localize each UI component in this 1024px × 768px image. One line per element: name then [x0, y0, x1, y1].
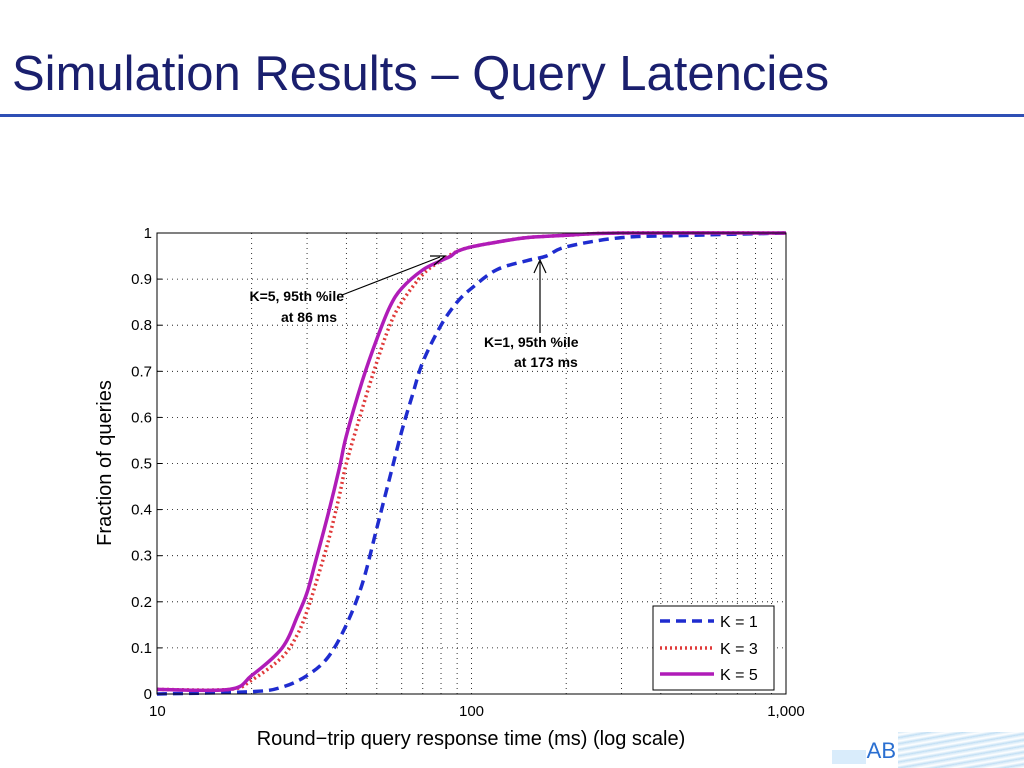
y-tick-label: 1 — [144, 225, 152, 242]
y-tick-label: 0.1 — [131, 640, 152, 657]
annotation-k5-arrowhead — [430, 255, 447, 266]
y-tick-label: 0.5 — [131, 456, 152, 473]
y-tick-label: 0.7 — [131, 363, 152, 380]
axis-ticks: 0 0.1 0.2 0.3 0.4 0.5 0.6 0.7 0.8 0.9 1 10 100 1,000 — [131, 225, 805, 720]
annotation-k1-arrowhead — [533, 258, 547, 274]
y-tick-label: 0.2 — [131, 594, 152, 611]
series-k1-line — [156, 231, 787, 696]
title-divider — [0, 114, 1024, 117]
y-axis-label: Fraction of queries — [94, 380, 116, 546]
y-tick-label: 0.6 — [131, 409, 152, 426]
series-lines — [156, 231, 787, 696]
legend-label-k3: K = 3 — [720, 641, 758, 658]
y-tick-label: 0 — [144, 686, 152, 703]
annotation-k5-arrow — [341, 256, 441, 296]
series-k5-line — [156, 231, 787, 693]
annotations: K=5, 95th %ile at 86 ms K=1, 95th %ile a… — [249, 255, 579, 370]
x-axis-label: Round−trip query response time (ms) (log… — [257, 728, 686, 750]
grid — [157, 233, 786, 694]
annotation-k5-line1: K=5, 95th %ile — [249, 288, 344, 304]
y-tick-label: 0.3 — [131, 548, 152, 565]
brand-swoosh-graphic — [898, 732, 1024, 768]
brand-logo: AB — [784, 728, 1024, 768]
series-k3-line — [156, 231, 787, 692]
x-tick-label: 100 — [459, 703, 484, 720]
legend-label-k5: K = 5 — [720, 667, 758, 684]
y-tick-label: 0.9 — [131, 271, 152, 288]
annotation-k1-line2: at 173 ms — [514, 354, 578, 370]
brand-logo-text: AB — [866, 738, 896, 763]
annotation-k1-line1: K=1, 95th %ile — [484, 334, 579, 350]
legend-label-k1: K = 1 — [720, 614, 758, 631]
x-tick-label: 10 — [149, 703, 166, 720]
y-tick-label: 0.4 — [131, 502, 152, 519]
slide-title: Simulation Results – Query Latencies — [12, 47, 830, 101]
x-tick-label: 1,000 — [767, 703, 805, 720]
annotation-k5-line2: at 86 ms — [281, 309, 337, 325]
brand-logo-fragment — [832, 750, 866, 764]
legend: K = 1 K = 3 K = 5 — [652, 605, 775, 691]
y-tick-label: 0.8 — [131, 317, 152, 334]
